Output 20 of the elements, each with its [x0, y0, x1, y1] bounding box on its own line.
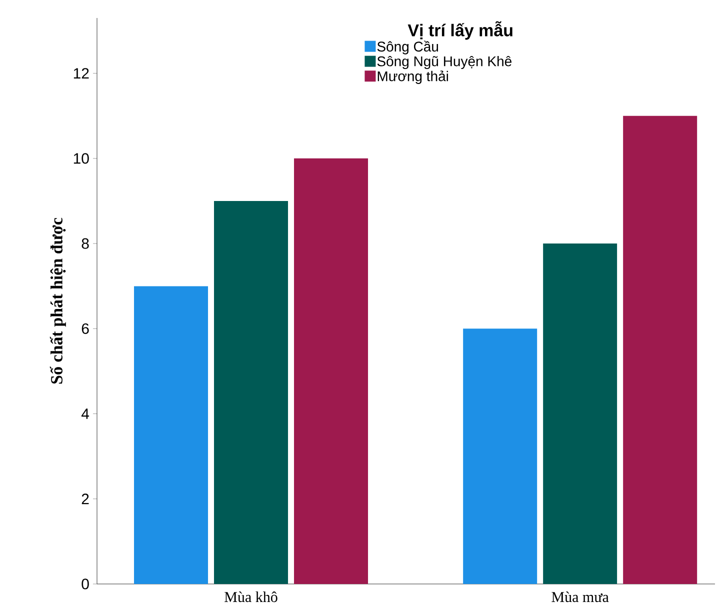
- y-tick-label: 4: [81, 408, 90, 419]
- y-tick-label: 0: [82, 578, 89, 590]
- bar: [134, 286, 208, 584]
- legend-title: Vị trí lấy mẫu: [408, 21, 512, 40]
- bar: [294, 158, 368, 584]
- y-axis-title: Số chất phát hiện được: [50, 218, 66, 384]
- bar: [543, 244, 618, 584]
- bar: [463, 328, 538, 584]
- y-tick-label: 2: [82, 494, 89, 504]
- legend-label: Sông Cầu: [377, 40, 438, 54]
- legend-label: Sông Ngũ Huyện Khê: [377, 56, 512, 70]
- y-tick-label: 12: [74, 68, 89, 79]
- y-tick-label: 8: [82, 238, 89, 249]
- y-tick-label: 10: [74, 153, 89, 164]
- bar: [214, 200, 288, 584]
- x-tick-label: Mùa mưa: [552, 592, 609, 602]
- y-tick-label: 6: [82, 323, 89, 334]
- x-tick-label: Mùa khô: [224, 592, 278, 602]
- bar: [623, 116, 698, 584]
- legend-label: Mương thải: [378, 70, 448, 84]
